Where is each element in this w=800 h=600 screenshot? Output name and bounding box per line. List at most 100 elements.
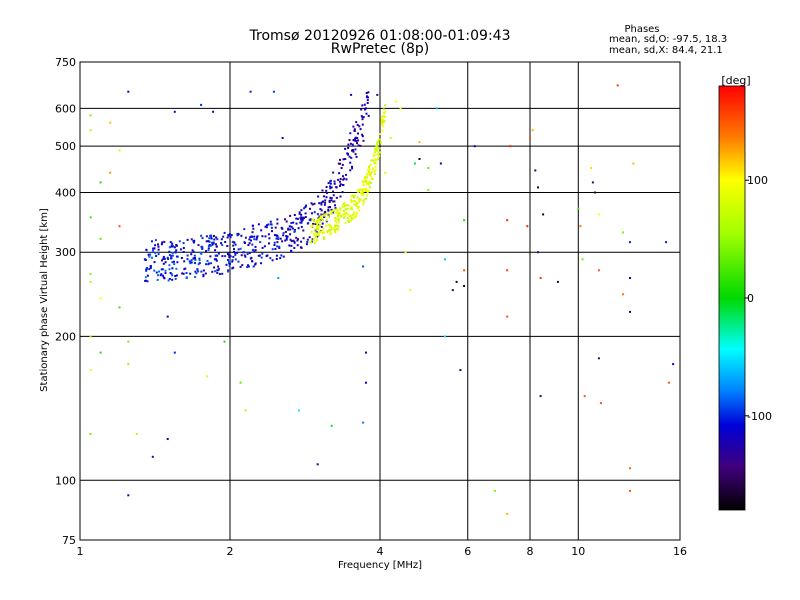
o-trace-echo (333, 182, 336, 185)
o-trace-echo (329, 185, 331, 188)
x-trace-echo (318, 217, 321, 220)
colorbar-gradient (718, 85, 746, 511)
x-trace-echo (329, 224, 332, 227)
o-trace-echo (158, 270, 160, 273)
data-points (89, 84, 675, 515)
x-trace-echo (362, 189, 365, 192)
x-trace-point (362, 194, 365, 197)
o-trace-echo (168, 278, 171, 280)
o-trace-echo (200, 234, 203, 237)
o-trace-echo (276, 245, 279, 248)
o-trace-echo (153, 247, 156, 250)
o-trace-echo (282, 234, 285, 237)
noise-point (509, 145, 512, 148)
x-trace-echo (329, 230, 332, 233)
x-trace-echo (380, 119, 383, 122)
x-trace-echo (341, 213, 344, 216)
o-trace-echo (234, 252, 237, 255)
o-trace-echo (229, 255, 232, 258)
o-trace-echo (277, 237, 280, 240)
o-trace-echo (233, 250, 235, 253)
noise-point (151, 455, 154, 458)
x-trace-echo (320, 217, 323, 220)
o-trace-echo (168, 250, 171, 253)
o-trace-echo (329, 187, 332, 190)
o-trace-echo (251, 231, 254, 234)
o-trace-echo (201, 246, 204, 249)
x-trace-echo (315, 239, 318, 242)
o-trace-echo (328, 199, 331, 202)
noise-point (281, 137, 284, 139)
o-trace-echo (255, 238, 258, 241)
o-trace-echo (290, 249, 293, 252)
phase-colorbar: [deg] 100 0 -100 (718, 74, 772, 511)
o-trace-echo (351, 143, 354, 146)
o-trace-echo (298, 212, 301, 215)
o-trace-echo (354, 137, 357, 140)
o-trace-echo (321, 222, 324, 225)
x-trace-echo (312, 237, 315, 240)
o-trace-echo (186, 254, 189, 257)
x-trace-echo (344, 221, 347, 224)
o-trace-echo (194, 257, 196, 259)
o-trace-echo (278, 245, 281, 248)
x-trace-echo (335, 212, 337, 215)
noise-point (599, 402, 602, 405)
x-trace-echo (358, 205, 360, 208)
x-trace-echo (376, 148, 378, 151)
x-trace-echo (335, 217, 338, 220)
o-trace-echo (153, 261, 156, 264)
o-trace-echo (306, 238, 309, 241)
x-trace-echo (336, 227, 339, 230)
noise-point (89, 114, 92, 117)
o-trace-echo (310, 202, 313, 205)
o-trace-echo (270, 223, 273, 226)
noise-point (399, 107, 402, 110)
o-trace-echo (214, 254, 217, 257)
x-trace-echo (325, 224, 328, 227)
o-trace-echo (207, 247, 210, 250)
x-trace-echo (312, 220, 315, 222)
o-trace-echo (157, 248, 160, 251)
o-trace-echo (239, 265, 242, 268)
o-trace-echo (170, 273, 173, 275)
x-trace-echo (384, 115, 386, 118)
o-trace-echo (200, 252, 203, 255)
o-trace-echo (171, 278, 174, 281)
o-trace-echo (329, 180, 332, 183)
x-trace-echo (381, 117, 383, 120)
o-trace-echo (212, 235, 215, 237)
x-trace-echo (347, 204, 350, 207)
o-trace-echo (289, 228, 292, 231)
noise-point (539, 395, 542, 398)
o-trace-echo (213, 238, 216, 241)
noise-point (463, 219, 466, 222)
o-trace-echo (323, 211, 326, 214)
o-trace-echo (210, 262, 213, 265)
o-trace-echo (357, 139, 360, 142)
noise-point (118, 149, 121, 152)
o-trace-echo (280, 226, 283, 229)
o-trace-echo (293, 214, 296, 216)
y-tick-labels: 75 100 200 300 400 500 600 750 (55, 56, 76, 547)
x-trace-echo (355, 212, 358, 215)
x-tick-label: 10 (571, 545, 585, 558)
x-trace-echo (350, 219, 353, 222)
o-trace-echo (360, 115, 363, 118)
o-trace-point (293, 230, 296, 233)
o-trace-echo (333, 200, 336, 203)
x-trace-echo (317, 225, 320, 228)
o-trace-echo (149, 266, 152, 269)
o-trace-echo (349, 161, 352, 164)
o-trace-echo (364, 108, 366, 111)
o-trace-echo (274, 248, 277, 250)
o-trace-echo (244, 236, 247, 239)
x-trace-echo (339, 207, 342, 210)
x-trace-echo (368, 181, 371, 184)
o-trace-echo (194, 270, 197, 273)
o-trace-echo (181, 272, 184, 275)
o-trace-echo (282, 232, 285, 235)
o-trace-echo (351, 167, 354, 170)
o-trace-echo (171, 242, 174, 245)
o-trace-echo (308, 236, 311, 239)
